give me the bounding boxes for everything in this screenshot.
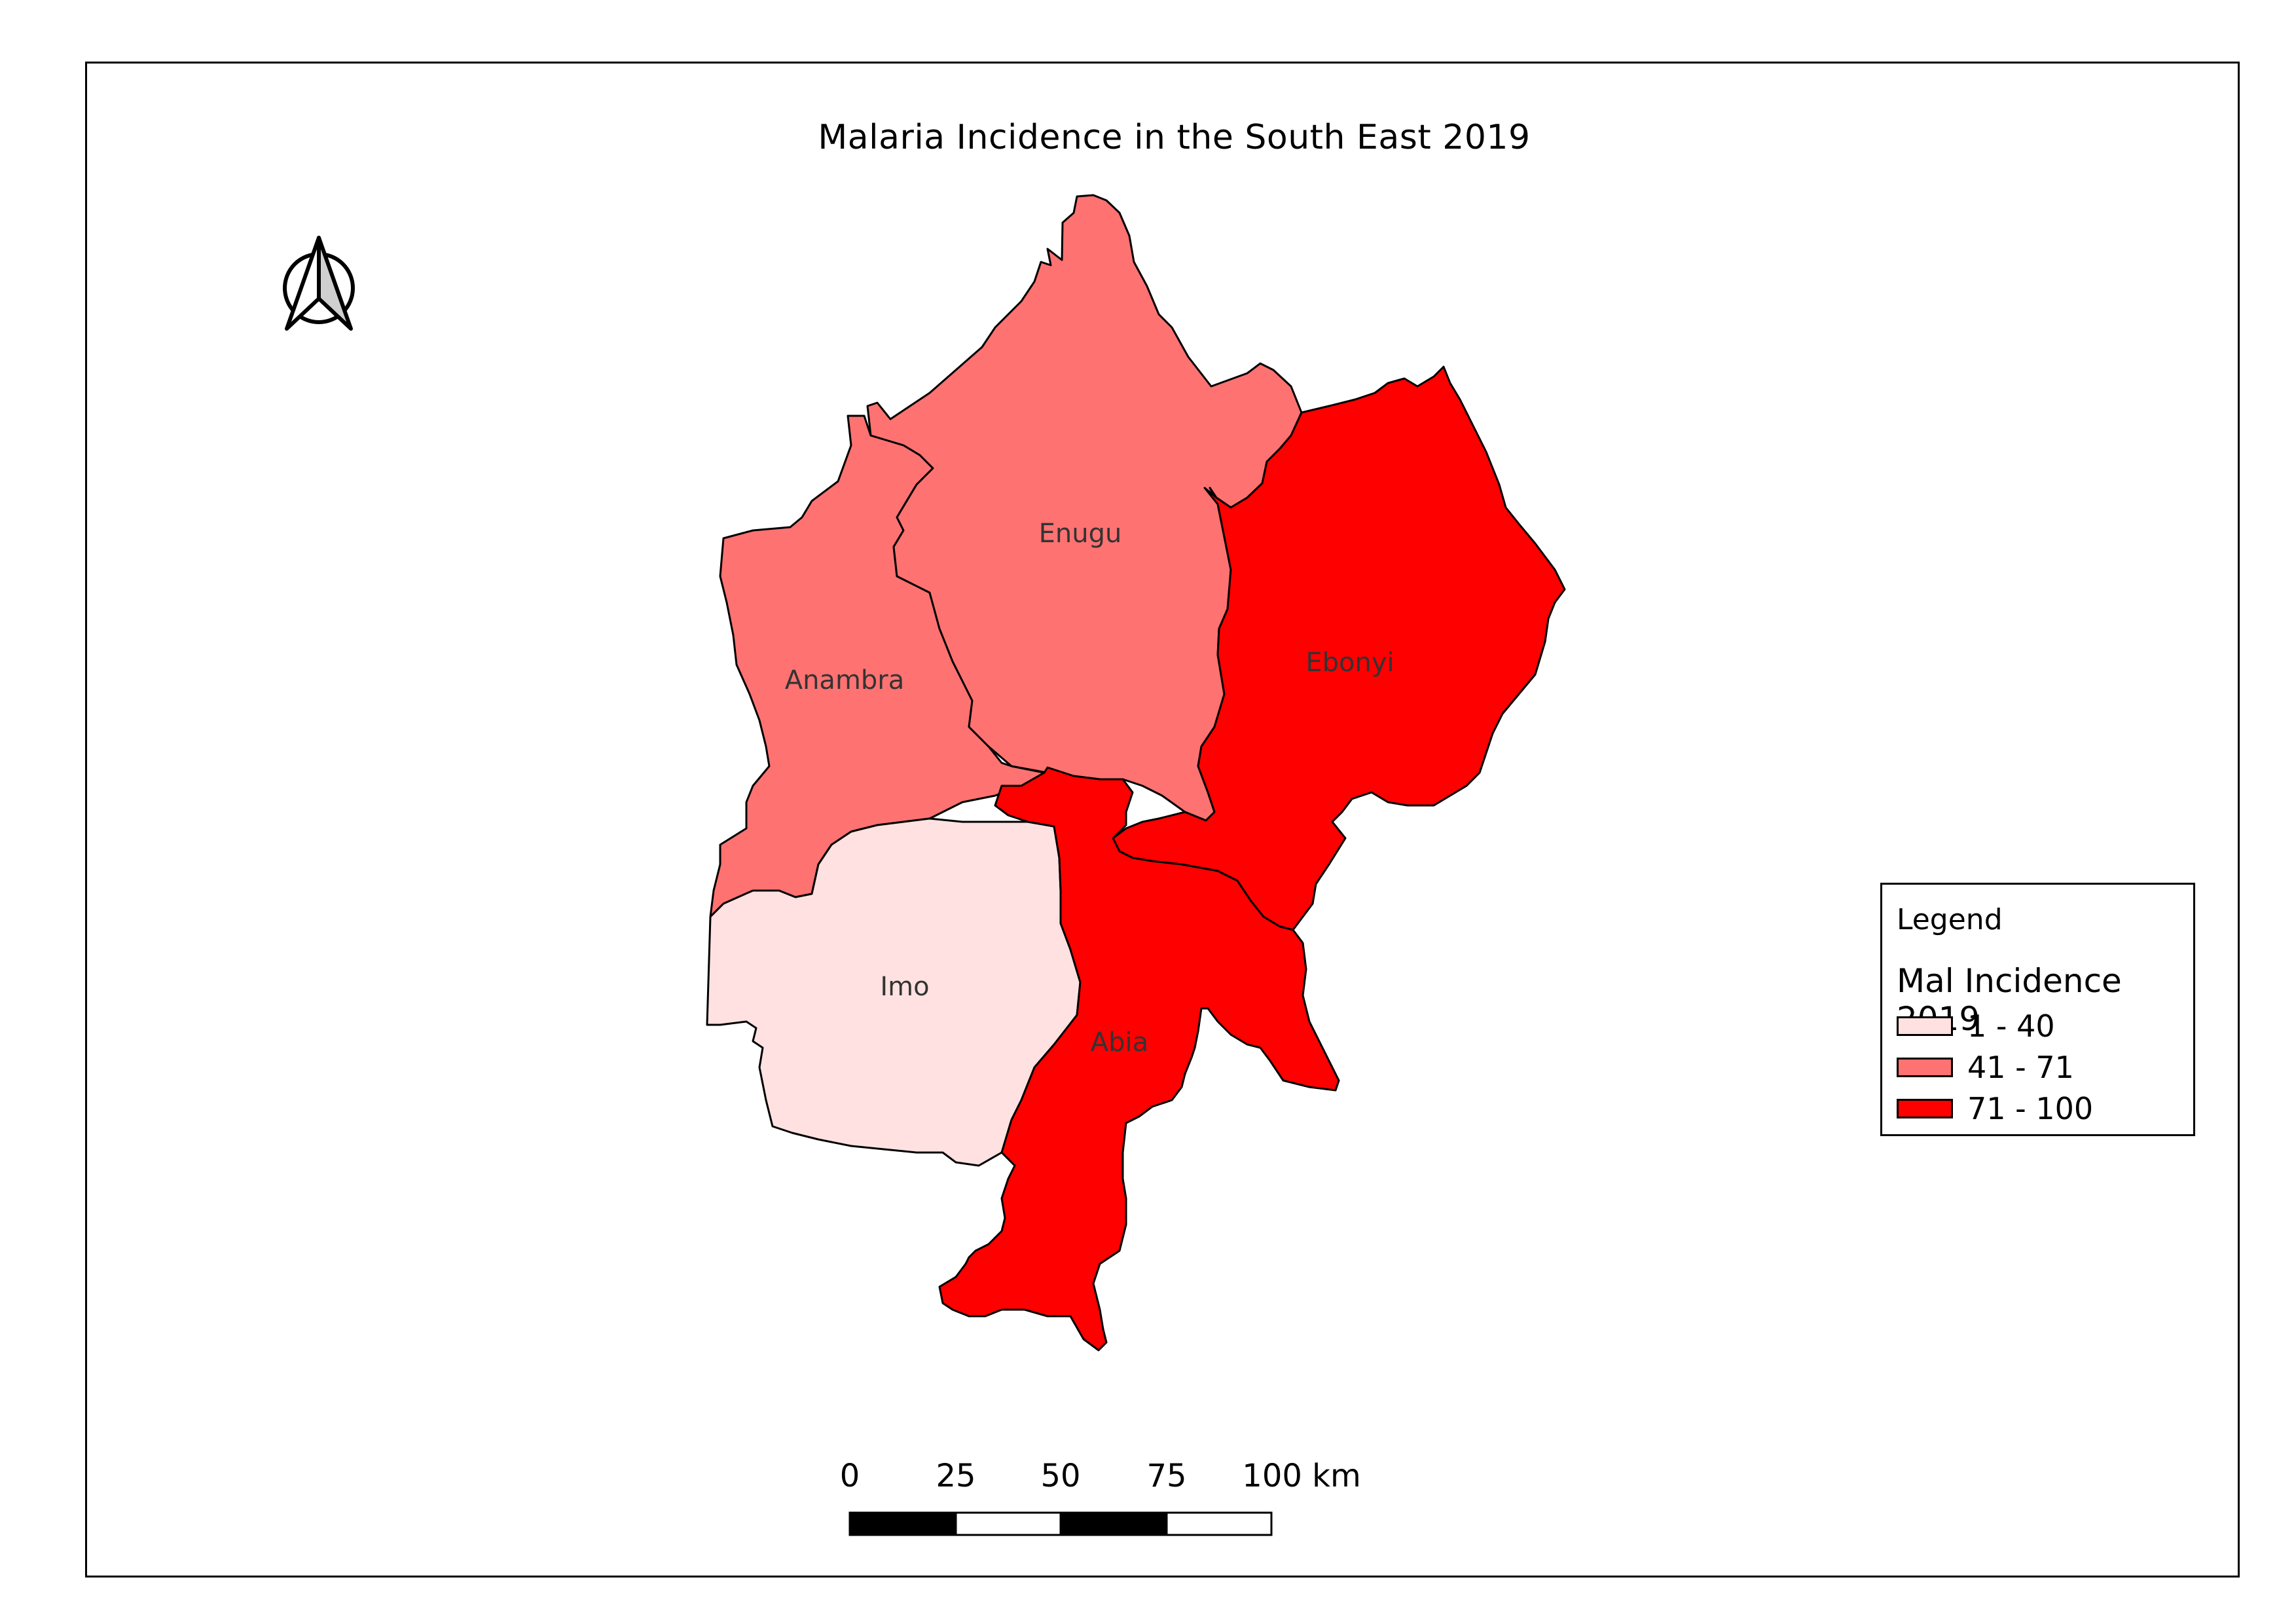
legend-label-mid: 41 - 71 bbox=[1967, 1050, 2074, 1085]
legend: Legend Mal Incidence 2019 1 - 40 41 - 71… bbox=[1880, 883, 2195, 1136]
label-enugu: Enugu bbox=[1039, 519, 1122, 549]
region-abia[interactable] bbox=[938, 766, 1340, 1352]
legend-label-high: 71 - 100 bbox=[1967, 1091, 2094, 1126]
scale-segment-2 bbox=[955, 1511, 1062, 1536]
legend-item-low: 1 - 40 bbox=[1897, 1008, 2055, 1044]
scale-segment-1 bbox=[848, 1511, 957, 1536]
scale-label-25: 25 bbox=[936, 1458, 975, 1494]
scale-label-50: 50 bbox=[1040, 1458, 1080, 1494]
map-title: Malaria Incidence in the South East 2019 bbox=[818, 118, 1531, 157]
legend-item-mid: 41 - 71 bbox=[1897, 1050, 2074, 1085]
label-anambra: Anambra bbox=[785, 665, 905, 695]
scale-bar: 0 25 50 75 100 km bbox=[840, 1458, 1361, 1536]
scale-segment-4 bbox=[1165, 1511, 1273, 1536]
legend-swatch-low bbox=[1897, 1016, 1953, 1036]
scale-label-100-km: 100 km bbox=[1242, 1458, 1360, 1494]
map-frame bbox=[85, 62, 2240, 1578]
legend-title: Legend bbox=[1897, 903, 2003, 936]
label-abia: Abia bbox=[1091, 1027, 1148, 1058]
legend-swatch-mid bbox=[1897, 1058, 1953, 1077]
scale-label-75: 75 bbox=[1146, 1458, 1186, 1494]
label-imo: Imo bbox=[880, 972, 929, 1002]
label-ebonyi: Ebonyi bbox=[1305, 648, 1394, 678]
legend-swatch-high bbox=[1897, 1099, 1953, 1118]
legend-item-high: 71 - 100 bbox=[1897, 1091, 2094, 1126]
region-ebonyi[interactable] bbox=[1112, 365, 1566, 931]
legend-label-low: 1 - 40 bbox=[1967, 1008, 2055, 1044]
scale-segment-3 bbox=[1059, 1511, 1168, 1536]
scale-label-0: 0 bbox=[840, 1458, 860, 1494]
north-arrow-icon bbox=[283, 236, 355, 331]
